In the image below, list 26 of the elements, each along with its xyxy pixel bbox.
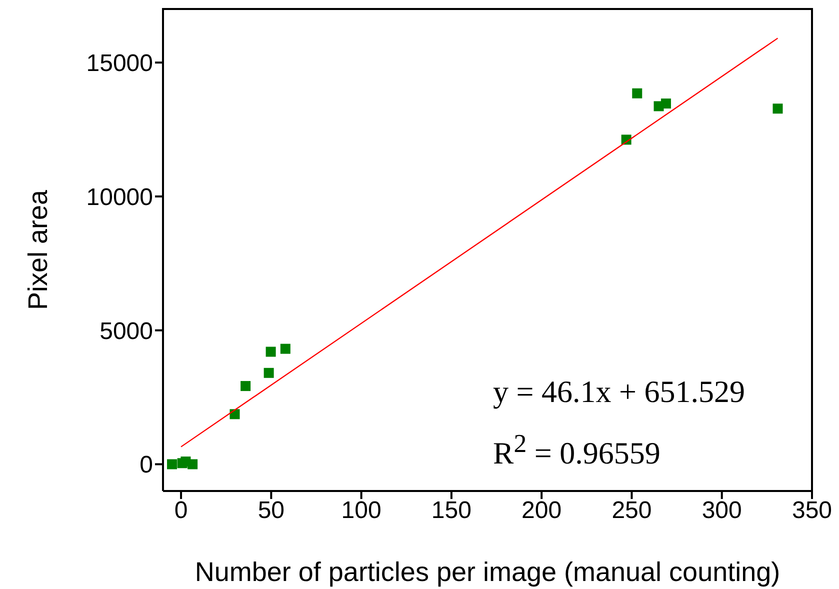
x-tick-label: 350 xyxy=(792,497,832,524)
x-tick-label: 50 xyxy=(258,497,285,524)
annotation: R$^{2}$ = 0.96559 xyxy=(493,428,662,472)
x-tick-label: 100 xyxy=(341,497,382,524)
x-tick-label: 250 xyxy=(612,497,652,524)
x-tick-label: 300 xyxy=(702,497,742,524)
point xyxy=(280,344,290,354)
point xyxy=(264,368,274,378)
y-tick-label: 0 xyxy=(140,452,153,479)
annotation: y = 46.1x + 651.529 xyxy=(493,373,745,411)
point xyxy=(266,346,276,357)
point xyxy=(240,381,251,392)
x-tick-label: 150 xyxy=(431,497,472,524)
y-axis-title: Pixel area xyxy=(23,188,53,310)
point xyxy=(772,104,783,114)
point xyxy=(230,409,240,420)
point xyxy=(188,459,198,470)
point xyxy=(632,88,642,98)
x-tick-label: 0 xyxy=(174,497,188,524)
x-tick-label: 200 xyxy=(522,497,562,524)
x-axis-title: Number of particles per image (manual counting) xyxy=(194,557,780,587)
y-tick-label: 15000 xyxy=(86,50,153,78)
y-tick-label: 10000 xyxy=(86,184,153,211)
point xyxy=(660,98,671,109)
point xyxy=(167,459,178,470)
y-tick-label: 5000 xyxy=(100,318,153,345)
